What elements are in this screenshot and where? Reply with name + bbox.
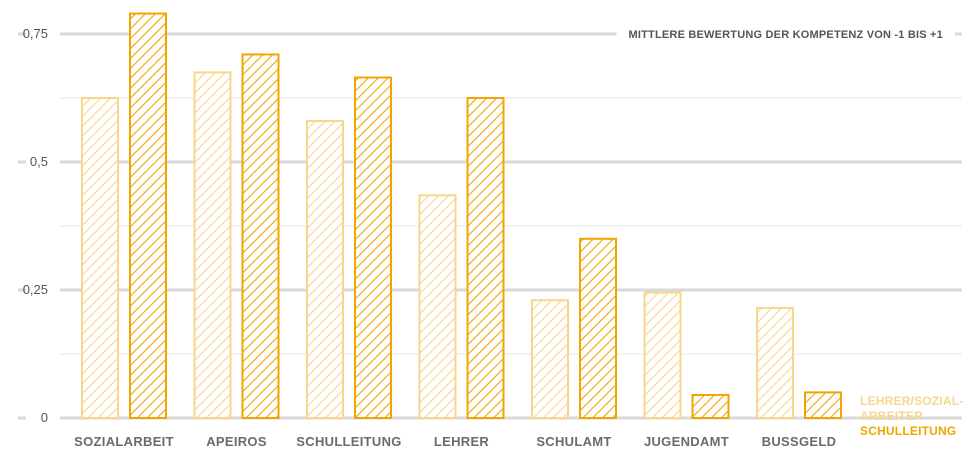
chart-title-background: [616, 28, 955, 42]
chart-title: MITTLERE BEWERTUNG DER KOMPETENZ VON -1 …: [629, 29, 943, 41]
x-category-label: LEHRER: [434, 434, 490, 449]
bar-lehrer-sozialarbeiter-bussgeld: [756, 306, 794, 420]
y-tick-label: 0,5: [30, 154, 48, 169]
y-tick-label: 0,75: [23, 26, 48, 41]
x-category-label: SOZIALARBEIT: [74, 434, 174, 449]
labels: 0 0,25 0,5 0,75 SOZIALARBEIT APEIROS SCHULLEIT…: [23, 26, 837, 449]
legend-entry: SCHULLEITUNG: [860, 424, 956, 438]
x-category-label: BUSSGELD: [762, 434, 837, 449]
x-category-label: SCHULLEITUNG: [296, 434, 401, 449]
bar-schulleitung-jugendamt: [691, 393, 730, 419]
bar-schulleitung-apeiros: [241, 53, 280, 419]
legend-entry: ARBEITER: [860, 409, 923, 423]
bar-lehrer-sozialarbeiter-lehrer: [418, 194, 457, 419]
bar-lehrer-sozialarbeiter-schulleitung: [306, 120, 344, 419]
chart-title-group: MITTLERE BEWERTUNG DER KOMPETENZ VON -1 …: [616, 28, 955, 42]
bars: [81, 12, 842, 420]
y-tick-label: 0,25: [23, 282, 48, 297]
bar-lehrer-sozialarbeiter-schulamt: [531, 299, 569, 419]
x-category-label: JUGENDAMT: [644, 434, 729, 449]
bar-schulleitung-sozialarbeit: [129, 12, 167, 420]
legend-entry: LEHRER/SOZIAL-: [860, 394, 963, 408]
bar-schulleitung-schulamt: [579, 237, 617, 419]
y-tick-label: 0: [41, 410, 48, 425]
x-category-label: SCHULAMT: [536, 434, 611, 449]
bar-schulleitung-lehrer: [466, 97, 505, 419]
bar-schulleitung-bussgeld: [804, 391, 842, 419]
bar-lehrer-sozialarbeiter-sozialarbeit: [81, 97, 119, 419]
bar-lehrer-sozialarbeiter-jugendamt: [643, 291, 682, 419]
x-category-label: APEIROS: [206, 434, 267, 449]
bar-lehrer-sozialarbeiter-apeiros: [193, 71, 232, 420]
bar-schulleitung-schulleitung: [354, 76, 392, 420]
